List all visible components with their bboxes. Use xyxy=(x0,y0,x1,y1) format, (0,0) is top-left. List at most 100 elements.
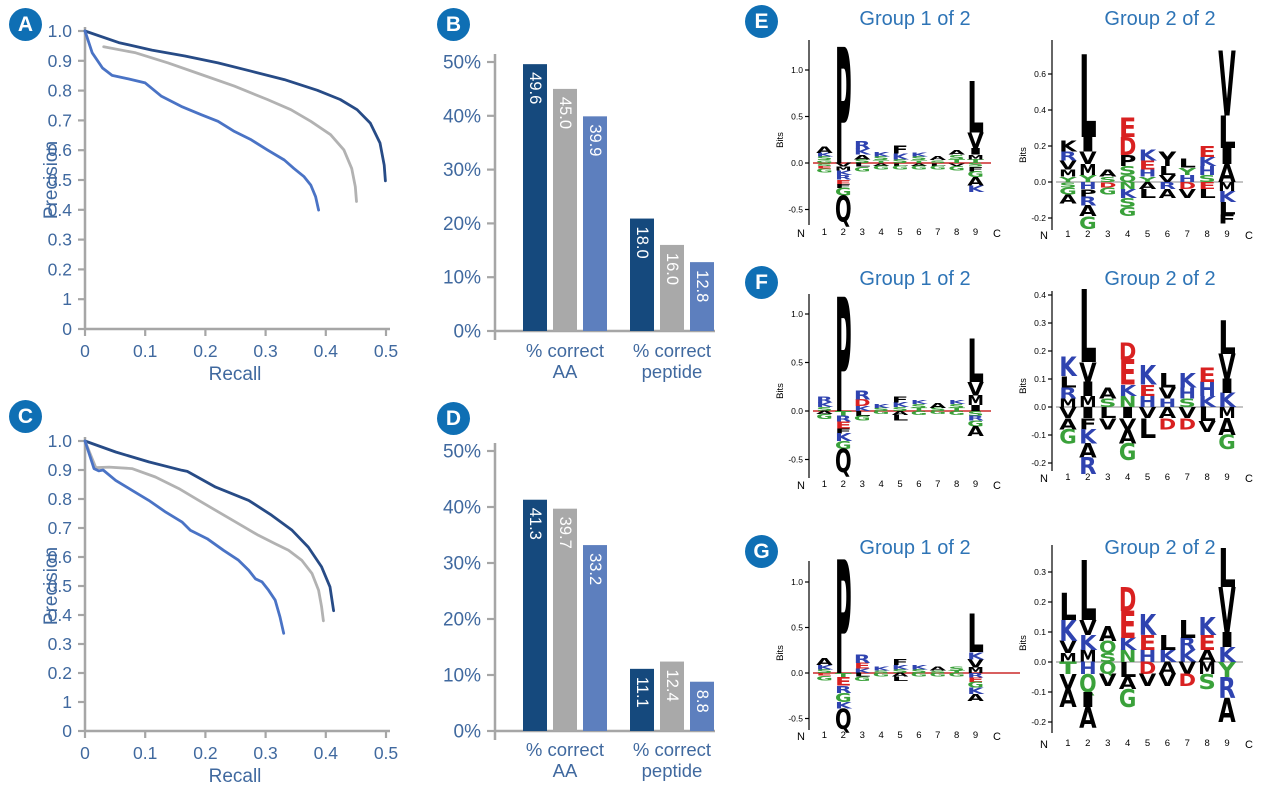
svg-text:7: 7 xyxy=(935,479,940,490)
svg-text:G: G xyxy=(1099,185,1117,197)
svg-text:P: P xyxy=(835,267,852,449)
svg-text:L: L xyxy=(1198,187,1216,201)
svg-text:0.8: 0.8 xyxy=(48,489,72,509)
svg-text:V: V xyxy=(1059,638,1077,657)
svg-text:I: I xyxy=(1218,375,1236,397)
svg-text:L: L xyxy=(1139,187,1157,201)
svg-text:K: K xyxy=(1119,382,1137,400)
panel-C-badge: C xyxy=(9,400,42,433)
svg-text:G: G xyxy=(967,419,984,428)
svg-text:E: E xyxy=(816,165,833,169)
panel-E: E Group 1 of 2 Group 2 of 2 1.0 0.5 0.0 -0.… xyxy=(730,0,1280,256)
panel-G-group2-title: Group 2 of 2 xyxy=(1104,537,1216,559)
svg-text:7: 7 xyxy=(1185,738,1190,749)
svg-text:I: I xyxy=(967,146,984,156)
svg-text:V: V xyxy=(967,378,984,400)
svg-text:R: R xyxy=(1079,453,1097,480)
svg-text:G: G xyxy=(948,410,965,416)
svg-text:K: K xyxy=(911,152,928,158)
svg-text:0.9: 0.9 xyxy=(48,51,72,71)
svg-text:Y: Y xyxy=(1079,173,1097,185)
sequence-logo-G-group2: 0.30.20.10.0-0.1-0.2BitsMVKLTVA1MKVLHQIA… xyxy=(1018,538,1253,751)
svg-text:T: T xyxy=(948,407,965,412)
svg-text:S: S xyxy=(929,670,946,674)
bar-chart-B: 0% 10% 20% 30% 40% 50% 49.6 45.0 39.9 % correct AA… xyxy=(443,53,715,382)
svg-text:8: 8 xyxy=(1205,229,1210,240)
svg-text:D: D xyxy=(1179,671,1197,690)
svg-text:G: G xyxy=(1119,684,1137,713)
svg-text:2: 2 xyxy=(1085,472,1090,483)
svg-text:39.9: 39.9 xyxy=(586,124,604,156)
svg-text:3: 3 xyxy=(1105,738,1110,749)
svg-text:C: C xyxy=(993,228,1001,240)
svg-text:9: 9 xyxy=(973,227,978,238)
svg-text:Bits: Bits xyxy=(1018,147,1029,163)
pr-curve-chart-C: 1.0 0.9 0.8 0.7 0.6 0.5 0.4 0.3 0.2 1 00 0.1 0.2 0.3 0… xyxy=(41,431,398,787)
svg-text:R: R xyxy=(816,395,833,404)
svg-text:S: S xyxy=(816,162,833,166)
sequence-logo-F-group2: 0.40.30.20.10.0-0.1-0.2BitsMRLKVAG1MIVLI… xyxy=(1018,269,1253,485)
svg-text:A: A xyxy=(1218,692,1236,730)
svg-text:V: V xyxy=(1179,659,1197,678)
svg-text:R: R xyxy=(835,414,852,423)
svg-text:K: K xyxy=(1179,647,1197,666)
svg-text:R: R xyxy=(967,672,984,679)
svg-text:K: K xyxy=(892,664,910,671)
svg-text:A: A xyxy=(1079,203,1097,220)
svg-text:S: S xyxy=(854,158,871,164)
svg-text:M: M xyxy=(1079,393,1097,411)
svg-text:F: F xyxy=(835,183,852,189)
svg-text:1: 1 xyxy=(1065,472,1070,483)
svg-text:Bits: Bits xyxy=(1018,378,1029,394)
svg-text:G: G xyxy=(835,439,852,451)
svg-text:0.5: 0.5 xyxy=(374,743,398,763)
svg-text:2: 2 xyxy=(841,479,846,490)
svg-text:K: K xyxy=(1139,609,1157,642)
svg-text:0.0: 0.0 xyxy=(791,158,803,168)
svg-text:G: G xyxy=(835,186,852,198)
svg-text:T: T xyxy=(835,410,852,418)
svg-text:0%: 0% xyxy=(454,722,482,743)
svg-text:I: I xyxy=(1079,688,1097,712)
svg-text:2: 2 xyxy=(1085,229,1090,240)
svg-text:K: K xyxy=(967,184,985,194)
svg-text:0.7: 0.7 xyxy=(48,110,72,130)
svg-text:P: P xyxy=(1119,152,1137,169)
svg-text:-0.2: -0.2 xyxy=(1031,717,1046,727)
svg-text:D: D xyxy=(1179,180,1197,192)
svg-text:A: A xyxy=(1099,167,1117,179)
svg-text:Y: Y xyxy=(1178,166,1196,178)
svg-text:V: V xyxy=(1119,415,1137,433)
svg-text:Q: Q xyxy=(1079,669,1097,698)
svg-text:A: A xyxy=(929,155,946,161)
svg-text:V: V xyxy=(948,162,965,166)
svg-text:F: F xyxy=(892,144,909,156)
svg-text:30%: 30% xyxy=(443,160,481,181)
svg-text:T: T xyxy=(835,672,852,679)
svg-text:V: V xyxy=(1218,34,1236,137)
svg-text:R: R xyxy=(835,174,852,181)
svg-text:S: S xyxy=(1198,173,1216,185)
svg-text:4: 4 xyxy=(878,479,883,490)
svg-text:K: K xyxy=(854,405,872,413)
svg-text:41.3: 41.3 xyxy=(526,508,544,540)
svg-text:K: K xyxy=(1198,154,1216,168)
svg-text:V: V xyxy=(1079,616,1097,640)
svg-text:-0.5: -0.5 xyxy=(788,455,803,465)
svg-text:9: 9 xyxy=(973,479,978,490)
svg-text:7: 7 xyxy=(935,730,940,741)
svg-text:A: A xyxy=(816,410,833,415)
svg-text:R: R xyxy=(835,684,852,696)
svg-text:0.4: 0.4 xyxy=(1034,290,1046,300)
svg-text:K: K xyxy=(1119,187,1137,201)
svg-text:0: 0 xyxy=(62,721,72,741)
svg-text:A: A xyxy=(892,672,909,678)
svg-text:9: 9 xyxy=(1224,472,1229,483)
svg-text:G: G xyxy=(873,410,890,415)
svg-text:V: V xyxy=(967,128,984,153)
svg-text:0.8: 0.8 xyxy=(48,81,72,101)
svg-text:K: K xyxy=(1079,426,1097,448)
panel-C: C 1.0 0.9 0.8 0.7 0.6 0.5 0.4 0.3 0.2 1 0 0 0.1 0.2 0.… xyxy=(0,392,415,801)
svg-text:0.6: 0.6 xyxy=(48,547,72,567)
svg-text:D: D xyxy=(1179,415,1197,433)
